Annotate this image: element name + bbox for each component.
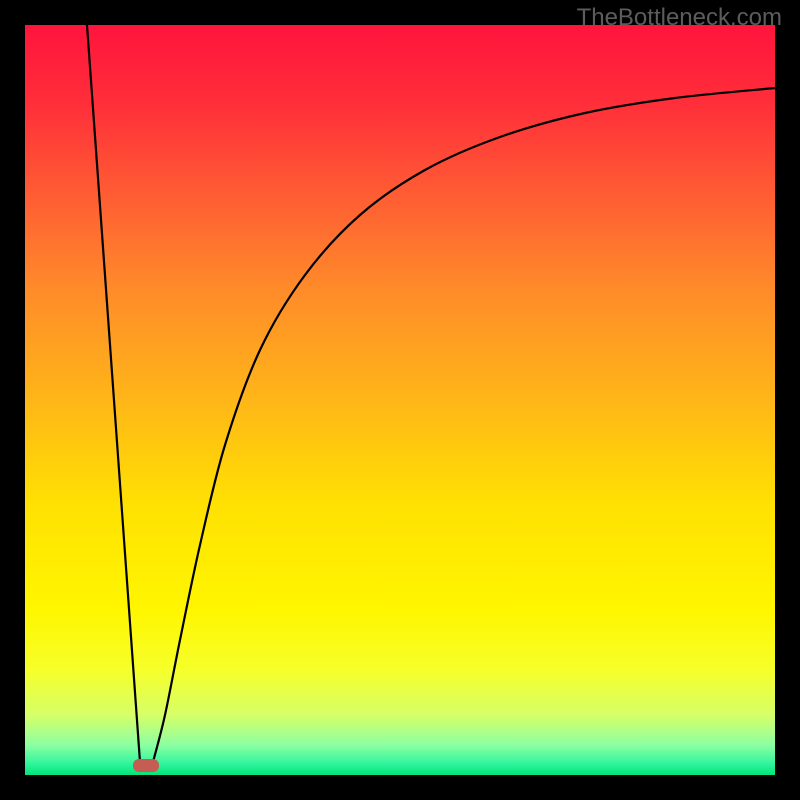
bottleneck-curve [25,25,775,775]
plot-area [25,25,775,775]
minimum-marker [133,759,159,772]
watermark-text: TheBottleneck.com [577,4,782,32]
